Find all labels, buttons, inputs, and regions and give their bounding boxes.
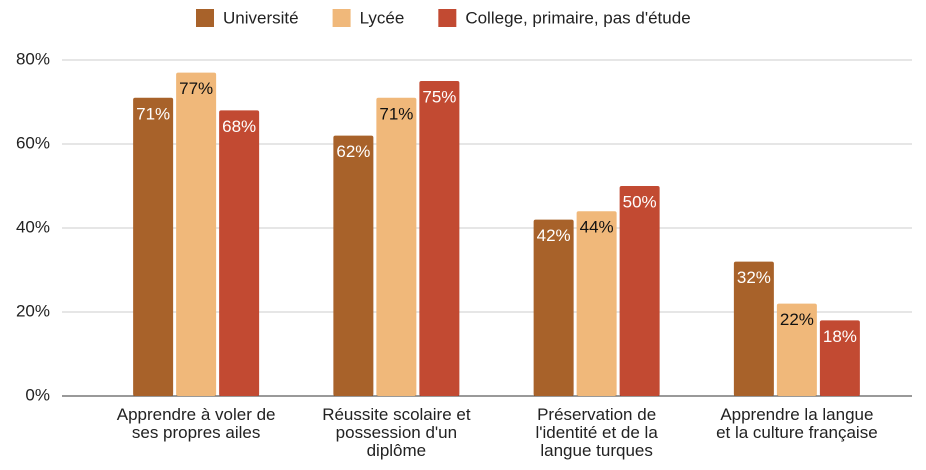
x-tick-line: possession d'un — [336, 423, 457, 442]
data-label: 18% — [823, 327, 857, 346]
legend-swatch — [332, 9, 351, 27]
data-label: 22% — [780, 310, 814, 329]
legend-label: College, primaire, pas d'étude — [465, 8, 690, 27]
x-tick-line: Réussite scolaire et — [322, 405, 471, 424]
data-label: 71% — [136, 104, 170, 123]
x-tick-label: Apprendre à voler de ses propres ailes — [117, 405, 276, 442]
bar — [533, 219, 574, 396]
bar — [376, 97, 417, 397]
y-tick-label: 60% — [16, 133, 50, 152]
y-tick-label: 40% — [16, 217, 50, 236]
legend-label: Université — [223, 8, 299, 27]
y-tick-label: 20% — [16, 301, 50, 320]
data-label: 71% — [379, 104, 413, 123]
data-label: 62% — [336, 142, 370, 161]
x-tick-line: Apprendre à voler de — [117, 405, 276, 424]
data-label: 50% — [623, 192, 657, 211]
data-label: 32% — [737, 268, 771, 287]
legend-swatch — [196, 9, 214, 27]
legend-label: Lycée — [360, 8, 405, 27]
bar — [576, 211, 617, 396]
bar — [133, 97, 174, 397]
x-tick-line: Préservation de — [537, 405, 656, 424]
x-tick-label: Préservation de l'identité et de la langue… — [535, 405, 658, 460]
legend-swatch — [438, 9, 457, 27]
data-label: 42% — [537, 226, 571, 245]
data-label: 75% — [422, 87, 456, 106]
x-tick-label: Apprendre la langue et la culture françai… — [716, 405, 878, 442]
x-tick-label: Réussite scolaire et possession d'un diplô… — [322, 405, 471, 460]
data-label: 77% — [179, 79, 213, 98]
y-tick-label: 80% — [16, 49, 50, 68]
data-label: 68% — [222, 117, 256, 136]
bar — [733, 261, 774, 396]
x-tick-line: ses propres ailes — [132, 423, 261, 442]
bar — [419, 81, 460, 396]
bar — [219, 110, 260, 397]
x-tick-line: et la culture française — [716, 423, 878, 442]
bar — [819, 320, 860, 396]
x-tick-line: diplôme — [367, 441, 427, 460]
data-label: 44% — [580, 218, 614, 237]
y-tick-label: 0% — [25, 385, 50, 404]
bar — [619, 186, 660, 396]
x-tick-line: Apprendre la langue — [720, 405, 873, 424]
bar — [176, 72, 217, 396]
x-tick-line: l'identité et de la — [535, 423, 658, 442]
bar — [333, 135, 374, 396]
bar — [776, 303, 817, 396]
x-tick-line: langue turques — [540, 441, 652, 460]
